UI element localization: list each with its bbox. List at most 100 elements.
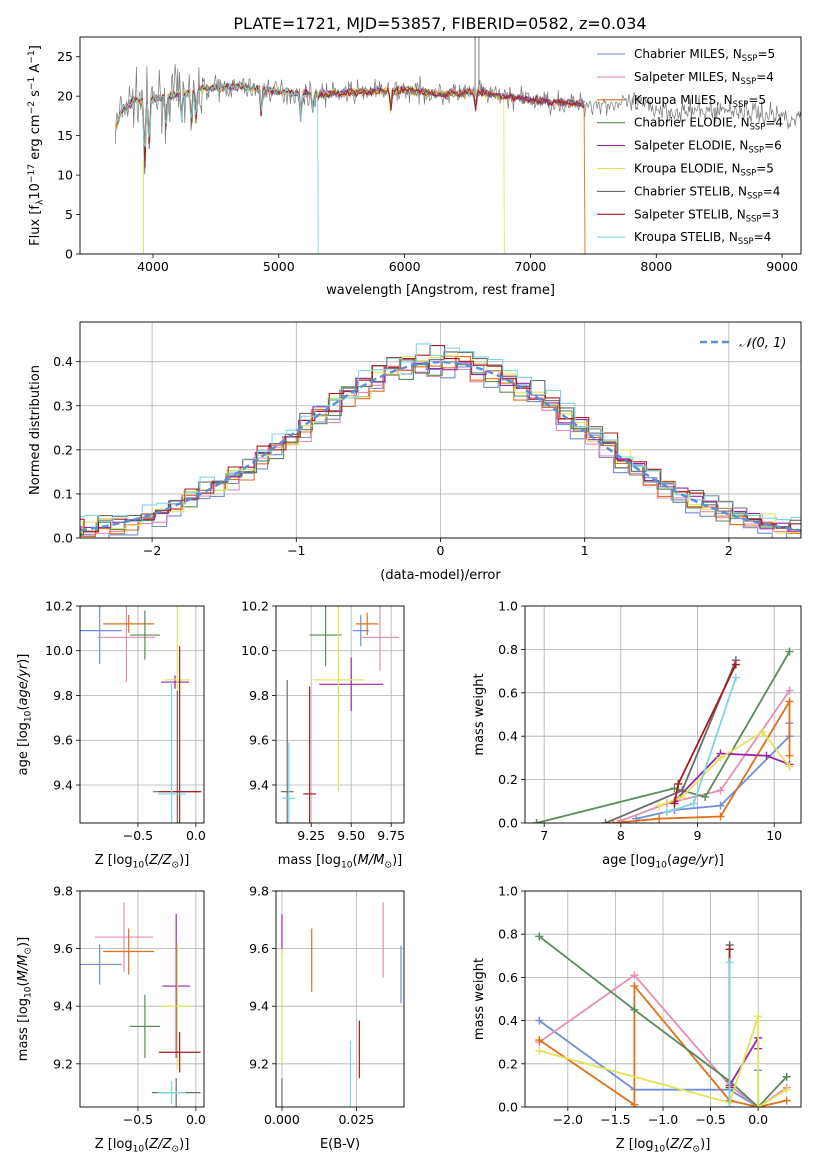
weight-marker [662, 808, 671, 817]
weight-marker [782, 1085, 791, 1094]
weight-marker [785, 751, 794, 760]
label-part: Z/Z [669, 1137, 693, 1152]
y-axis-label: mass weight [472, 958, 487, 1040]
weight-marker [754, 1012, 763, 1021]
error-point [280, 679, 294, 823]
label-part: age [log [16, 722, 31, 775]
error-point [158, 1032, 201, 1073]
y-tick-label: 15 [57, 128, 73, 143]
error-point [352, 614, 369, 647]
gaussian-curve [80, 360, 801, 532]
panels: 4000 5000 6000 7000 8000 90000510152025wavele… [16, 36, 802, 1155]
weight-marker [725, 1103, 734, 1107]
axes-residuals: −2 −1 0 1 2 0.0 0.1 0.2 0.3 0.4 (data-model)/error… [28, 321, 802, 583]
label-part: Salpeter ELODIE, N [634, 139, 748, 153]
error-point [303, 686, 316, 823]
weight-series-line [538, 983, 787, 1107]
label-part: M/M [358, 853, 385, 868]
label-part: −17 [27, 164, 37, 183]
legend: 𝒩(0, 1) [700, 336, 786, 351]
weight-marker [532, 819, 541, 823]
weight-marker [655, 801, 664, 810]
weight-marker [762, 751, 771, 760]
axes-mass_vs_EBV: 0.000 0.025 9.2 9.4 9.6 9.8 E(B-V) [249, 884, 405, 1152]
x-axis-label: Z [log10(Z/Z⊙)] [616, 1137, 711, 1154]
weight-marker [630, 971, 639, 980]
label-part: M/M [16, 955, 31, 982]
x-tick-label: 0.0 [186, 1112, 206, 1127]
label-part: mass [log [16, 998, 31, 1061]
y-tick-label: 5 [65, 207, 73, 222]
figure-title: PLATE=1721, MJD=53857, FIBERID=0582, z=0… [233, 14, 646, 33]
plot-area [532, 647, 794, 823]
label-part: SSP [742, 53, 758, 63]
error-point [103, 928, 155, 975]
residual-histogram [80, 343, 801, 522]
axes-age_vs_Z: −0.5 0.09.49.69.810.010.2Z [log10(Z/Z⊙)]a… [16, 599, 206, 871]
weight-marker [678, 786, 687, 795]
weight-marker [785, 762, 794, 771]
label-part: mass [log [278, 853, 341, 868]
x-tick-label: −2 [143, 543, 161, 558]
y-tick-label: 9.8 [249, 884, 269, 899]
axes-frame [79, 890, 205, 1108]
label-part: 10 [133, 1144, 145, 1154]
label-part: ⊙ [384, 860, 392, 870]
label-part: Z [log [616, 1137, 654, 1152]
legend-label: 𝒩(0, 1) [739, 336, 786, 351]
x-axis-label: E(B-V) [320, 1137, 360, 1152]
error-point [356, 612, 379, 636]
y-tick-label: 10 [57, 168, 73, 183]
weight-marker [535, 1036, 544, 1045]
label-part: =5 [756, 162, 774, 176]
weight-marker [716, 786, 725, 795]
weight-marker [601, 819, 610, 823]
y-tick-label: 10.0 [241, 643, 269, 658]
y-axis-label: Normed distribution [28, 365, 43, 495]
label-part: ⊙ [172, 1144, 180, 1154]
y-tick-label: 9.6 [53, 941, 73, 956]
label-part: Z/Z [148, 1137, 172, 1152]
legend-label: Kroupa ELODIE, NSSP=5 [634, 162, 774, 178]
weight-marker [754, 1103, 763, 1107]
plot-area [80, 343, 801, 538]
label-part: ( [16, 981, 31, 986]
weight-marker [670, 799, 679, 808]
y-tick-label: 1.0 [498, 599, 518, 614]
label-part: ( [353, 853, 358, 868]
label-part: −2 [27, 101, 37, 114]
label-part: SSP [741, 168, 757, 178]
error-point [129, 994, 160, 1059]
plot-area [281, 902, 402, 1107]
y-tick-label: 9.2 [53, 1056, 73, 1071]
label-part: =3 [761, 207, 779, 221]
x-axis-label: age [log10(age/yr)] [602, 853, 724, 870]
axes-mass_vs_Z: −0.5 0.09.29.49.69.8Z [log10(Z/Z⊙)]mass [… [16, 884, 206, 1155]
label-part: =5 [757, 47, 775, 61]
y-tick-label: 0.0 [498, 1100, 518, 1115]
x-tick-label: 5000 [263, 259, 295, 274]
weight-marker [655, 814, 664, 823]
weight-marker [731, 673, 740, 682]
error-point [157, 682, 186, 823]
legend-label: Salpeter ELODIE, NSSP=6 [634, 139, 782, 155]
label-part: λ [35, 199, 45, 205]
y-tick-label: 0.2 [53, 442, 73, 457]
y-tick-label: 0.0 [53, 531, 73, 546]
weight-marker [785, 697, 794, 706]
axes-weight_vs_Z: −2.0 −1.5 −1.0 −0.5 0.0 0.0 0.2 0.4 0.6 0.8 1.0 Z [… [472, 884, 802, 1154]
error-point [282, 742, 296, 823]
legend-label: Chabrier ELODIE, NSSP=4 [634, 116, 783, 132]
label-part: 10 [23, 710, 33, 722]
label-part: ( [16, 705, 31, 710]
label-part: ( [665, 1137, 670, 1152]
y-tick-label: 0.8 [498, 927, 518, 942]
weight-marker [731, 660, 740, 669]
x-tick-label: −1 [287, 543, 305, 558]
y-tick-label: 9.4 [53, 999, 73, 1014]
error-point [319, 657, 384, 712]
label-part: SSP [733, 99, 749, 109]
